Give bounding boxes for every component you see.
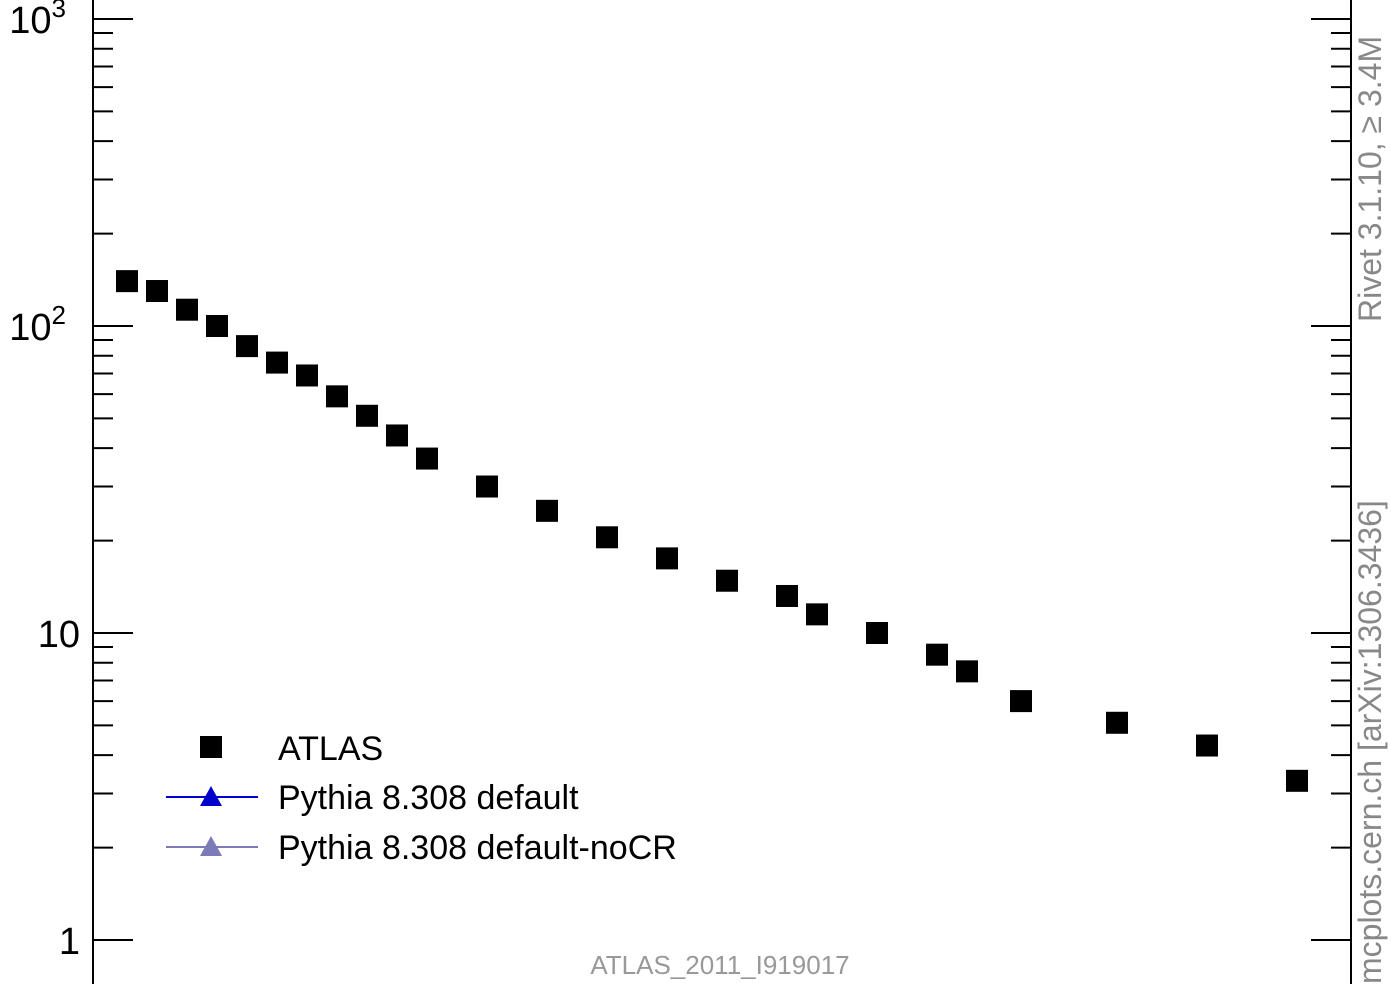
atlas-data-point [866,622,888,644]
atlas-data-point [386,424,408,447]
atlas-data-point [956,660,978,683]
legend-marker-atlas [200,736,222,758]
atlas-data-point [776,584,798,607]
y-tick-label: 10 [38,614,80,656]
legend-marker-pythia-default-nocr [200,836,222,856]
rivet-version-label: Rivet 3.1.10, ≥ 3.4M [1352,36,1388,322]
analysis-id-footer: ATLAS_2011_I919017 [590,950,849,980]
atlas-data-point [806,603,828,626]
atlas-data-point [536,499,558,522]
atlas-data-point [596,526,618,549]
y-axis-ticks [93,18,1351,941]
series-atlas [116,270,1308,792]
atlas-data-point [656,547,678,570]
atlas-data-point [1286,769,1308,792]
atlas-data-point [1106,711,1128,734]
legend-marker-pythia-default [200,786,222,806]
atlas-data-point [476,475,498,498]
y-tick-label: 103 [9,0,66,42]
atlas-data-point [416,447,438,470]
atlas-data-point [356,404,378,427]
atlas-data-point [236,335,258,358]
legend-label-pythia-default-nocr: Pythia 8.308 default-noCR [278,829,677,867]
atlas-data-point [266,351,288,374]
y-axis-tick-labels: 1 10 102 103 [9,0,80,963]
legend-label-pythia-default: Pythia 8.308 default [278,779,579,817]
mcplots-reference-label: mcplots.cern.ch [arXiv:1306.3436] [1352,500,1388,984]
atlas-data-point [116,270,138,293]
atlas-data-point [716,569,738,592]
atlas-data-point [176,298,198,321]
legend: ATLAS Pythia 8.308 default Pythia 8.308 … [166,730,677,867]
atlas-data-point [206,315,228,337]
atlas-data-point [326,385,348,408]
y-tick-label: 1 [59,921,80,963]
atlas-data-point [1196,734,1218,757]
legend-label-atlas: ATLAS [278,730,383,768]
atlas-data-point [146,280,168,303]
atlas-data-point [926,643,948,666]
atlas-data-point [296,364,318,387]
atlas-data-point [1010,690,1032,713]
y-tick-label: 102 [9,300,66,349]
